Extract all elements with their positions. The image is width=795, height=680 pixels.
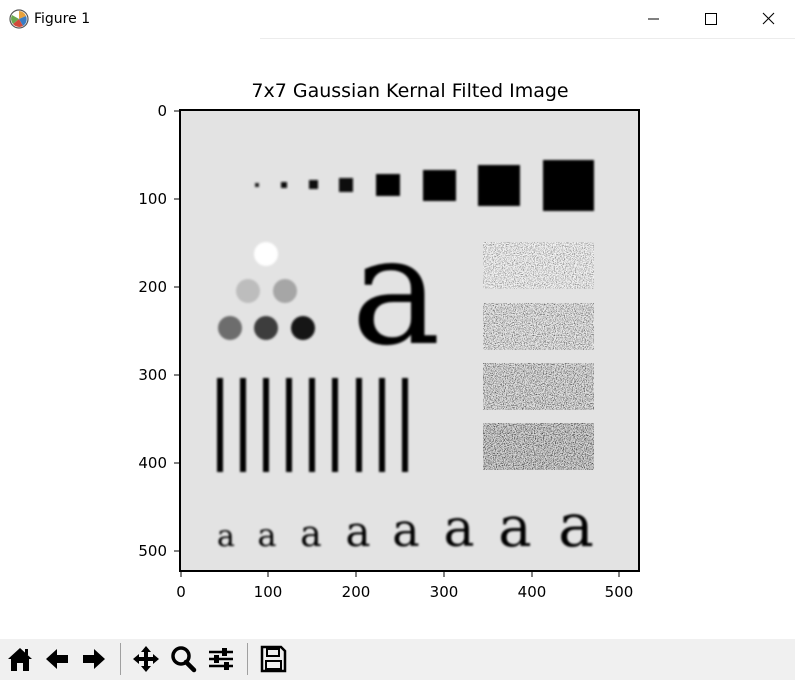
home-icon	[8, 648, 32, 671]
x-tick-label: 500	[604, 583, 634, 601]
letter-a: a	[217, 519, 235, 554]
toolbar-separator	[120, 643, 121, 675]
x-tick-label: 100	[253, 583, 283, 601]
close-icon	[762, 12, 775, 25]
test-circle	[273, 279, 297, 303]
test-bar	[379, 378, 385, 472]
zoom-button[interactable]	[167, 643, 199, 675]
letter-a: a	[300, 514, 321, 555]
test-bar	[332, 378, 338, 472]
test-circle	[291, 316, 315, 340]
x-tick-label: 0	[176, 583, 186, 601]
image-content: a a a a a a a a a	[180, 110, 639, 571]
back-icon	[46, 649, 68, 669]
pan-icon	[133, 646, 159, 672]
test-square	[309, 180, 318, 189]
noise-patches	[483, 242, 594, 470]
large-letter-a: a	[351, 205, 440, 379]
test-bar	[263, 378, 269, 472]
y-tick-label: 500	[138, 542, 167, 560]
x-tick-label: 300	[429, 583, 459, 601]
configure-subplots-button[interactable]	[205, 643, 237, 675]
letter-a: a	[443, 499, 474, 559]
minimize-button[interactable]	[624, 0, 682, 38]
maximize-button[interactable]	[682, 0, 740, 38]
save-button[interactable]	[257, 643, 289, 675]
minimize-icon	[648, 18, 659, 20]
plot-title: 7x7 Gaussian Kernal Filted Image	[251, 80, 569, 102]
test-circle	[254, 316, 278, 340]
zoom-icon	[171, 646, 197, 673]
forward-icon	[83, 649, 105, 669]
test-square	[478, 165, 520, 206]
forward-button[interactable]	[78, 643, 110, 675]
titlebar-divider	[260, 38, 795, 39]
blurred-shapes: a a a a a a a a a	[217, 160, 594, 561]
noise-patch	[483, 423, 594, 470]
test-circle	[254, 242, 278, 266]
test-bar	[309, 378, 315, 472]
y-tick-marks	[174, 110, 180, 552]
test-square	[255, 183, 259, 187]
test-square	[543, 160, 594, 211]
x-tick-label: 400	[517, 583, 547, 601]
test-square	[376, 174, 400, 196]
test-bar	[217, 378, 223, 472]
letter-a: a	[257, 516, 276, 554]
y-tick-label: 400	[138, 454, 167, 472]
test-square	[339, 178, 353, 192]
test-square	[281, 182, 287, 188]
window-titlebar: Figure 1	[0, 0, 795, 38]
y-tick-label: 0	[157, 102, 167, 120]
back-button[interactable]	[41, 643, 73, 675]
letter-a: a	[498, 495, 531, 560]
x-tick-marks	[180, 571, 620, 577]
pan-button[interactable]	[130, 643, 162, 675]
window-title: Figure 1	[34, 11, 91, 27]
axes-frame	[179, 109, 640, 572]
x-tick-label: 200	[341, 583, 371, 601]
home-button[interactable]	[4, 643, 36, 675]
matplotlib-icon	[9, 9, 29, 29]
test-bar	[240, 378, 246, 472]
test-bar	[286, 378, 292, 472]
maximize-icon	[705, 13, 717, 25]
noise-patch	[483, 242, 594, 289]
noise-patch	[483, 363, 594, 410]
y-tick-label: 200	[138, 278, 167, 296]
test-bar	[402, 378, 408, 472]
test-square	[423, 170, 456, 201]
y-tick-label: 300	[138, 366, 167, 384]
test-bar	[356, 378, 362, 472]
test-circle	[236, 279, 260, 303]
letter-a: a	[558, 491, 594, 561]
noise-patch	[483, 303, 594, 350]
test-circle	[218, 316, 242, 340]
close-button[interactable]	[737, 0, 795, 38]
configure-subplots-icon	[209, 648, 233, 670]
letter-a: a	[345, 507, 370, 556]
y-tick-label: 100	[138, 190, 167, 208]
navigation-toolbar	[0, 639, 795, 680]
letter-a: a	[392, 503, 419, 557]
toolbar-separator	[247, 643, 248, 675]
save-icon	[260, 645, 287, 673]
